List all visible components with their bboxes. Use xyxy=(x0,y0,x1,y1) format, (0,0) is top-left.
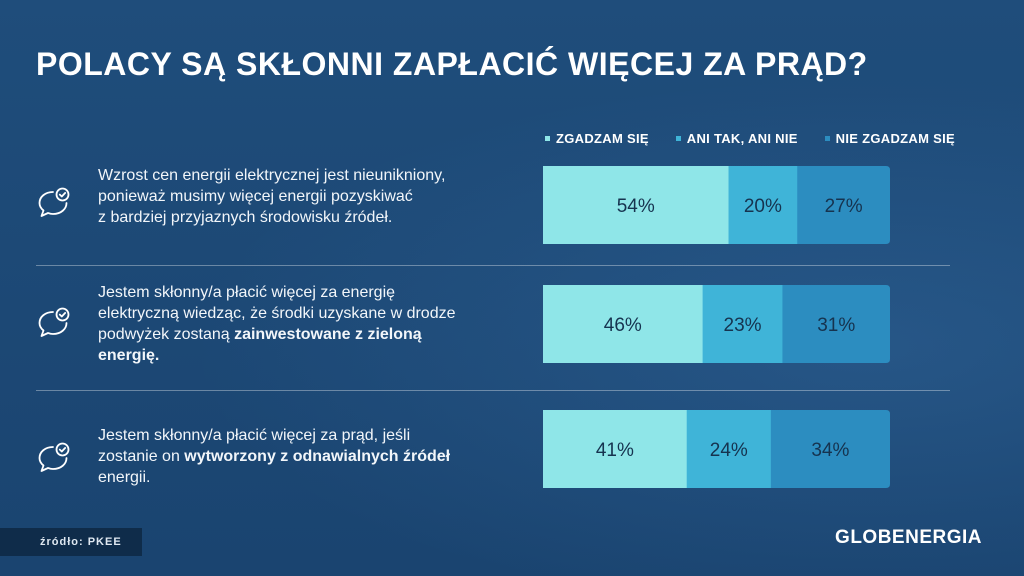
statement-fragment: energię. xyxy=(98,347,160,364)
bar-value-label: 54% xyxy=(617,196,655,217)
chat-check-icon xyxy=(36,305,72,341)
bar-segment xyxy=(782,285,890,363)
bar-segment xyxy=(543,410,688,488)
bar-group: 41% 24% 34% xyxy=(543,410,890,488)
statement-fragment: zainwestowane z zieloną xyxy=(234,326,422,343)
statement-fragment: Wzrost cen energii elektrycznej jest nie… xyxy=(98,167,446,184)
bar-segment xyxy=(543,285,704,363)
page-title: POLACY SĄ SKŁONNI ZAPŁACIĆ WIĘCEJ ZA PRĄ… xyxy=(36,46,868,82)
bar-value-label: 34% xyxy=(811,440,849,461)
brand-logo: GLOBENERGIA xyxy=(835,527,982,548)
legend-swatch xyxy=(545,136,550,141)
legend-item: NIE ZGADZAM SIĘ xyxy=(824,131,955,146)
source-label: źródło: PKEE xyxy=(0,528,142,556)
legend-label: ANI TAK, ANI NIE xyxy=(686,131,798,146)
legend-item: ANI TAK, ANI NIE xyxy=(675,131,798,146)
statement-text: Jestem skłonny/a płacić więcej za prąd, … xyxy=(98,425,518,488)
bar-segment xyxy=(728,166,798,244)
statement-fragment: energii. xyxy=(98,469,151,486)
bar-segment xyxy=(686,410,772,488)
chat-check-icon xyxy=(36,440,72,476)
row-divider xyxy=(36,390,950,391)
chat-check-icon xyxy=(36,185,72,221)
bar-value-label: 23% xyxy=(724,315,762,336)
legend-label: ZGADZAM SIĘ xyxy=(556,131,649,146)
bar-segment xyxy=(770,410,890,488)
bar-value-label: 24% xyxy=(710,440,748,461)
statement-fragment: zostanie on xyxy=(98,448,185,465)
statement-fragment: Jestem skłonny/a płacić więcej za prąd, … xyxy=(98,427,411,444)
bar-group: 54% 20% 27% xyxy=(543,166,890,244)
bar-value-label: 46% xyxy=(604,315,642,336)
row-divider xyxy=(36,265,950,266)
statement-text: Wzrost cen energii elektrycznej jest nie… xyxy=(98,165,518,228)
statement-text: Jestem skłonny/a płacić więcej za energi… xyxy=(98,282,518,366)
legend-swatch xyxy=(824,136,830,141)
legend-label: NIE ZGADZAM SIĘ xyxy=(835,131,955,146)
bar-value-label: 20% xyxy=(744,196,782,217)
bar-value-label: 31% xyxy=(817,315,855,336)
statement-fragment: wytworzony z odnawialnych źródeł xyxy=(184,448,451,465)
bar-value-label: 41% xyxy=(596,440,634,461)
bar-value-label: 27% xyxy=(825,196,863,217)
statement-fragment: Jestem skłonny/a płacić więcej za energi… xyxy=(98,284,396,301)
bar-segment xyxy=(797,166,890,244)
statement-fragment: podwyżek zostaną xyxy=(98,326,235,343)
chart-legend: ZGADZAM SIĘ ANI TAK, ANI NIE NIE ZGADZAM S… xyxy=(545,131,955,146)
legend-item: ZGADZAM SIĘ xyxy=(545,131,649,146)
statement-fragment: elektryczną wiedząc, że środki uzyskane … xyxy=(98,305,456,322)
statement-fragment: z bardziej przyjaznych środowisku źródeł… xyxy=(98,209,393,226)
bar-segment xyxy=(702,285,783,363)
legend-swatch xyxy=(675,136,681,141)
bar-group: 46% 23% 31% xyxy=(543,285,890,363)
statement-fragment: ponieważ musimy więcej energii pozyskiwa… xyxy=(98,188,413,205)
bar-segment xyxy=(543,166,730,244)
